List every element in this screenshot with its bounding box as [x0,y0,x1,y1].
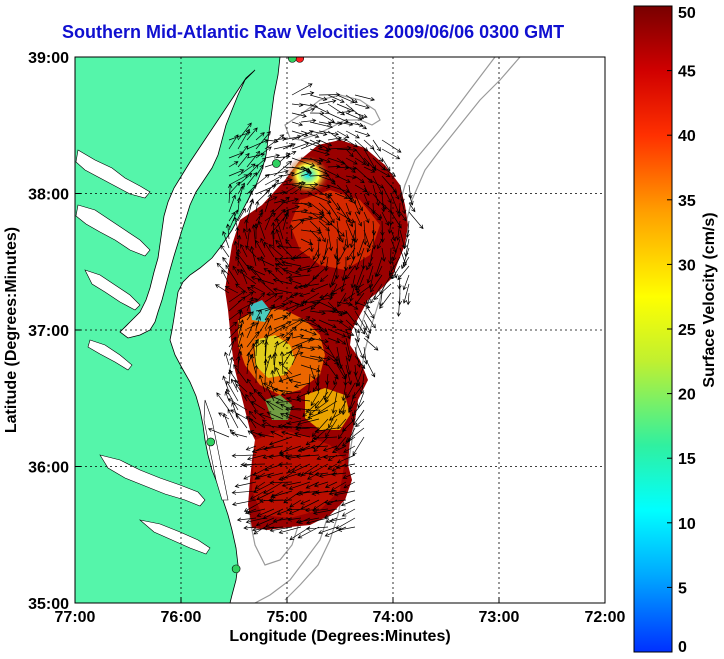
x-tick-label: 73:00 [479,609,520,626]
y-tick-label: 36:00 [28,460,69,477]
y-tick-label: 39:00 [28,50,69,67]
current-vectors [207,83,424,541]
colorbar-tick-label: 50 [678,5,696,22]
station-marker [295,57,305,63]
y-axis-label: Latitude (Degrees:Minutes) [3,227,20,433]
grid-lines [75,57,605,603]
colorbar-tick-label: 20 [678,387,696,404]
colorbar-tick-label: 40 [678,128,696,145]
colorbar-tick-label: 0 [678,639,687,656]
colorbar-label: Surface Velocity (cm/s) [701,212,718,387]
x-tick-label: 72:00 [585,609,626,626]
x-axis-label: Longitude (Degrees:Minutes) [229,628,450,645]
colorbar-tick-label: 35 [678,193,696,210]
station-marker [231,564,241,574]
x-tick-label: 74:00 [373,609,414,626]
colorbar [633,5,673,653]
station-marker [272,159,281,168]
station-marker [288,57,297,63]
colorbar-tick-label: 25 [678,322,696,339]
colorbar-tick-label: 5 [678,580,687,597]
chart-title: Southern Mid-Atlantic Raw Velocities 200… [62,22,565,42]
x-tick-label: 77:00 [55,609,96,626]
y-tick-label: 35:00 [28,596,69,613]
y-tick-label: 38:00 [28,187,69,204]
x-axis-ticks: 77:00 76:00 75:00 74:00 73:00 72:00 [55,597,626,626]
colorbar-tick-label: 30 [678,257,696,274]
colorbar-tick-label: 15 [678,451,696,468]
colorbar-tick-label: 45 [678,64,696,81]
y-tick-label: 37:00 [28,323,69,340]
colorbar-ticks: 0 5 10 15 20 25 30 35 40 45 50 [667,5,696,656]
station-marker [206,437,215,447]
vector-arrows [207,83,424,541]
colorbar-tick-label: 10 [678,516,696,533]
y-axis-ticks: 39:00 38:00 37:00 36:00 35:00 [28,50,81,613]
x-tick-label: 76:00 [161,609,202,626]
x-tick-label: 75:00 [267,609,308,626]
radar-stations [206,57,305,574]
